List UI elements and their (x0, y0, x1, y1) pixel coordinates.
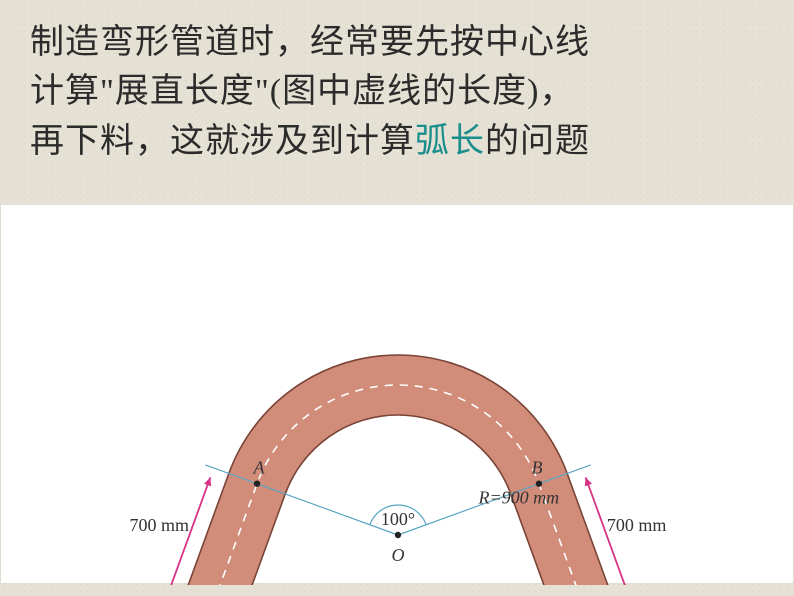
text-line3b: 的问题 (485, 123, 590, 160)
svg-text:B: B (531, 458, 542, 478)
text-line3a: 再下料，这就涉及到计算 (30, 123, 415, 160)
text-accent: 弧长 (415, 123, 485, 160)
svg-text:700 mm: 700 mm (130, 515, 190, 535)
pipe-diagram: A B C D O 100° R=900 mm 700 mm 700 mm (1, 205, 794, 585)
svg-text:700 mm: 700 mm (607, 515, 667, 535)
svg-text:A: A (253, 458, 266, 478)
text-line2: 计算"展直长度"(图中虚线的长度)， (30, 73, 574, 110)
problem-text: 制造弯形管道时，经常要先按中心线 计算"展直长度"(图中虚线的长度)， 再下料，… (0, 0, 794, 166)
figure-panel: A B C D O 100° R=900 mm 700 mm 700 mm (0, 204, 794, 584)
svg-text:R=900 mm: R=900 mm (477, 487, 559, 507)
svg-text:O: O (392, 545, 405, 565)
text-line1: 制造弯形管道时，经常要先按中心线 (30, 24, 590, 61)
svg-text:100°: 100° (381, 509, 415, 529)
